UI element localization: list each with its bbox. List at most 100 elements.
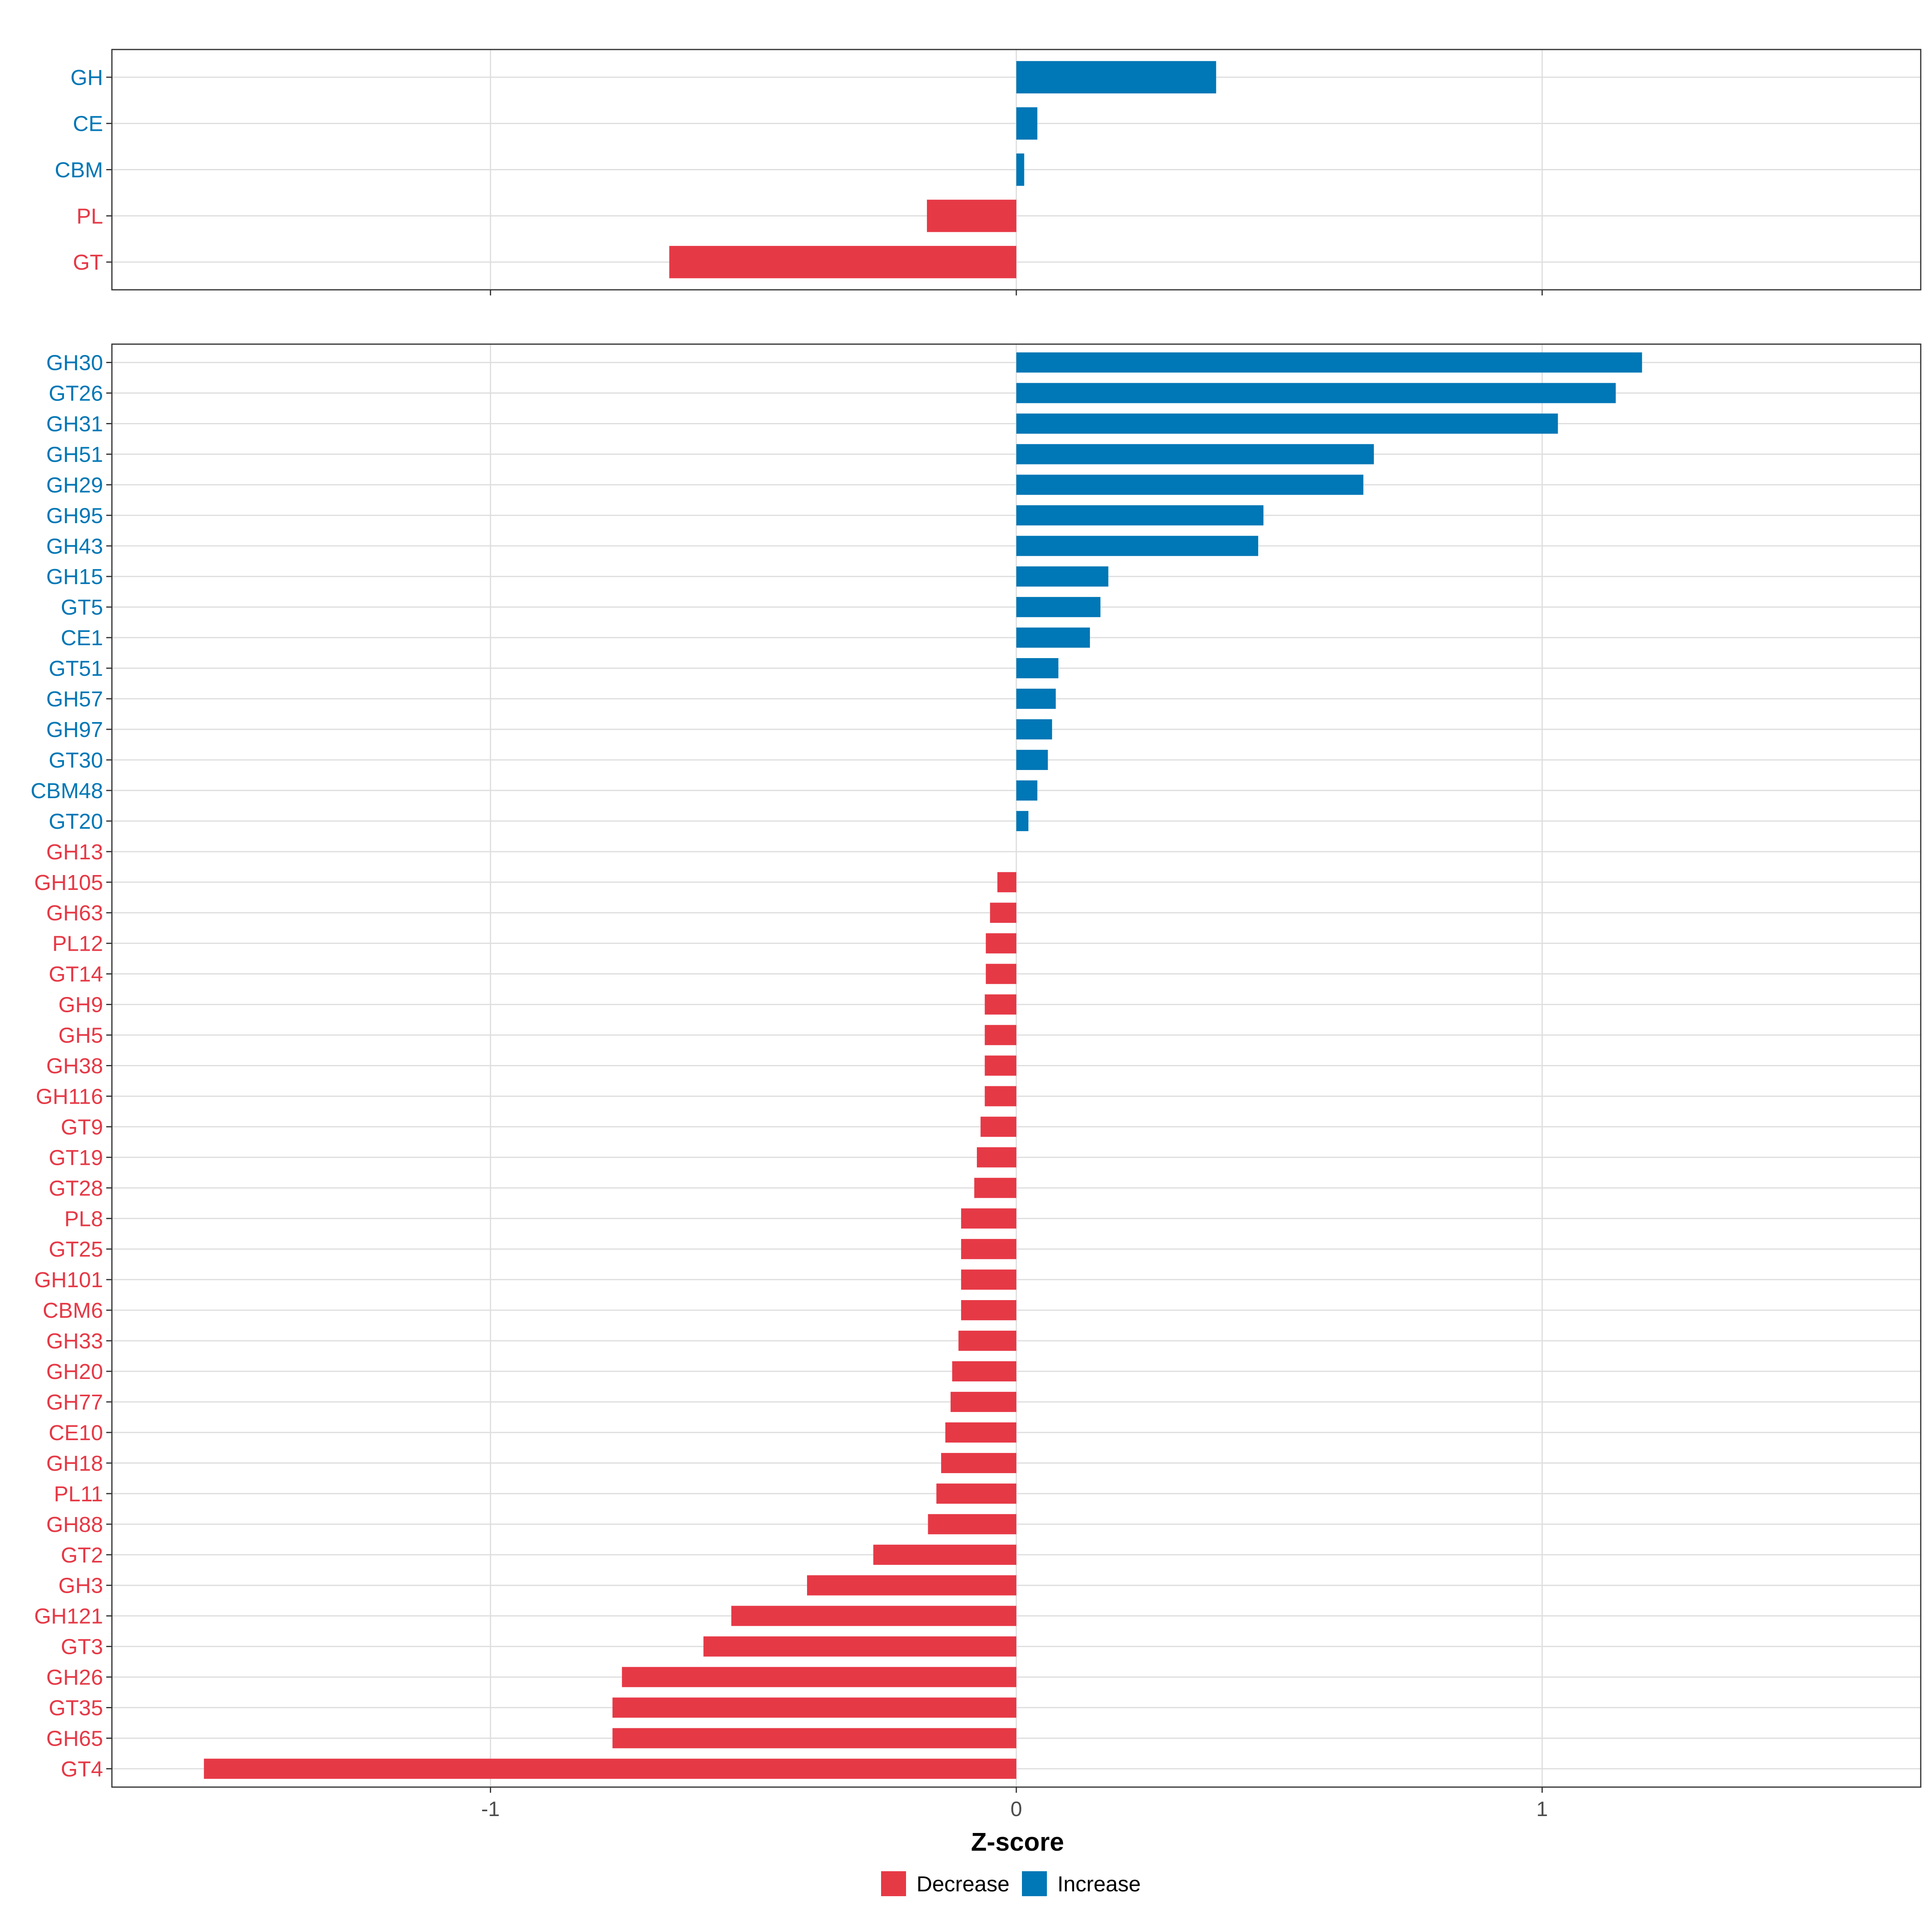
y-tick-label-GH63: GH63: [46, 901, 103, 925]
bar-GT9: [980, 1117, 1016, 1137]
panel-border: [111, 49, 1922, 291]
y-tick-label-GH121: GH121: [34, 1604, 103, 1629]
y-tick-label-GT5: GT5: [61, 595, 103, 619]
bar-GT20: [1016, 811, 1029, 831]
y-tick-label-GH29: GH29: [46, 473, 103, 497]
bar-GT5: [1016, 597, 1101, 617]
x-tick-label: -1: [481, 1798, 500, 1821]
bar-GH105: [997, 872, 1016, 892]
y-tick-label-GH13: GH13: [46, 840, 103, 864]
x-axis: -1 0 1: [481, 1798, 1548, 1821]
bar-GH5: [985, 1025, 1016, 1045]
y-tick-label-GH43: GH43: [46, 534, 103, 558]
bar-GT14: [986, 964, 1016, 984]
y-tick-label-CE: CE: [73, 112, 103, 136]
y-tick-label-GH51: GH51: [46, 442, 103, 466]
bar-GH31: [1016, 413, 1558, 434]
bar-GH65: [612, 1728, 1016, 1748]
bar-GH18: [941, 1453, 1016, 1473]
y-tick-label-GT26: GT26: [49, 382, 103, 406]
bar-GH9: [985, 994, 1016, 1015]
y-tick-label-GT51: GT51: [49, 656, 103, 681]
bar-CE1: [1016, 627, 1090, 648]
bar-GH57: [1016, 688, 1056, 709]
bar-GH15: [1016, 566, 1108, 587]
y-tick-label-PL: PL: [76, 204, 103, 228]
bar-GH3: [807, 1575, 1016, 1596]
y-tick-label-PL11: PL11: [54, 1482, 103, 1506]
x-tick-label: 1: [1536, 1798, 1548, 1821]
bar-GT19: [977, 1147, 1016, 1168]
panel-subfamily-level: GH30 GT26 GH31 GH51 GH29 GH95 GH43 GH15 GT5 CE1 GT…: [31, 343, 1922, 1793]
y-tick-label-GH20: GH20: [46, 1360, 103, 1384]
bar-CBM: [1016, 153, 1024, 186]
y-tick-label-CE1: CE1: [61, 626, 103, 650]
bar-GT35: [612, 1697, 1016, 1718]
bar-CE: [1016, 107, 1038, 140]
y-tick-label-GH30: GH30: [46, 351, 103, 375]
bar-CE10: [945, 1422, 1016, 1443]
bar-GT25: [961, 1239, 1016, 1259]
y-tick-label-GH77: GH77: [46, 1390, 103, 1414]
y-tick-label-GT2: GT2: [61, 1543, 103, 1567]
y-tick-label-GT30: GT30: [49, 748, 103, 772]
y-tick-label-GT3: GT3: [61, 1635, 103, 1659]
y-tick-label-CBM6: CBM6: [43, 1298, 103, 1323]
bar-GT30: [1016, 749, 1048, 770]
bar-GH20: [952, 1361, 1016, 1382]
bar-GH30: [1016, 352, 1642, 373]
bar-PL8: [961, 1208, 1016, 1229]
y-tick-label-GH38: GH38: [46, 1054, 103, 1078]
y-tick-label-PL8: PL8: [64, 1207, 103, 1231]
y-tick-label-GH26: GH26: [46, 1666, 103, 1690]
bar-GH38: [985, 1055, 1016, 1076]
x-axis-title: Z-score: [971, 1827, 1064, 1856]
y-tick-label-GH65: GH65: [46, 1726, 103, 1750]
bar-PL12: [986, 933, 1016, 954]
y-tick-label-GT35: GT35: [49, 1696, 103, 1720]
bar-GH88: [928, 1514, 1016, 1534]
y-tick-label-GT25: GT25: [49, 1237, 103, 1261]
y-tick-label-GT19: GT19: [49, 1146, 103, 1170]
bar-GH: [1016, 61, 1216, 94]
bar-GH29: [1016, 475, 1364, 495]
y-tick-label-GT28: GT28: [49, 1176, 103, 1200]
bar-CBM48: [1016, 780, 1038, 801]
legend: Decrease Increase: [881, 1871, 1141, 1896]
legend-key-decrease: [881, 1871, 906, 1896]
bar-GT2: [873, 1544, 1016, 1565]
y-tick-label-GT9: GT9: [61, 1115, 103, 1139]
bar-GH116: [985, 1086, 1016, 1106]
y-tick-label-GH95: GH95: [46, 504, 103, 528]
y-tick-label-GT: GT: [73, 250, 103, 275]
bar-GH95: [1016, 505, 1264, 526]
y-tick-label-GH18: GH18: [46, 1451, 103, 1476]
bar-GT: [669, 246, 1016, 279]
y-tick-label-GH31: GH31: [46, 412, 103, 436]
y-tick-label-CBM48: CBM48: [31, 779, 103, 803]
legend-label-increase: Increase: [1057, 1872, 1141, 1896]
y-tick-label-GH88: GH88: [46, 1513, 103, 1537]
panel-border: [111, 343, 1922, 1788]
y-tick-label-GT20: GT20: [49, 809, 103, 834]
bar-GH101: [961, 1269, 1016, 1290]
bar-GH26: [622, 1667, 1016, 1687]
legend-key-increase: [1022, 1871, 1047, 1896]
y-tick-label-GH15: GH15: [46, 565, 103, 589]
bar-GH77: [950, 1391, 1016, 1412]
bar-GT28: [974, 1178, 1016, 1198]
bar-GH43: [1016, 536, 1258, 556]
x-tick-label: 0: [1011, 1798, 1022, 1821]
y-tick-label-CBM: CBM: [55, 158, 103, 182]
y-tick-label-GH33: GH33: [46, 1329, 103, 1353]
bar-PL: [927, 200, 1016, 232]
bar-GH121: [731, 1606, 1016, 1626]
y-tick-label-GH: GH: [70, 66, 103, 90]
y-tick-label-GH9: GH9: [58, 993, 103, 1017]
bar-GH97: [1016, 719, 1052, 740]
bar-GH33: [958, 1331, 1016, 1351]
y-tick-label-GH5: GH5: [58, 1024, 103, 1048]
bar-PL11: [936, 1483, 1016, 1504]
y-tick-label-CE10: CE10: [49, 1421, 103, 1445]
y-tick-label-GH57: GH57: [46, 687, 103, 711]
